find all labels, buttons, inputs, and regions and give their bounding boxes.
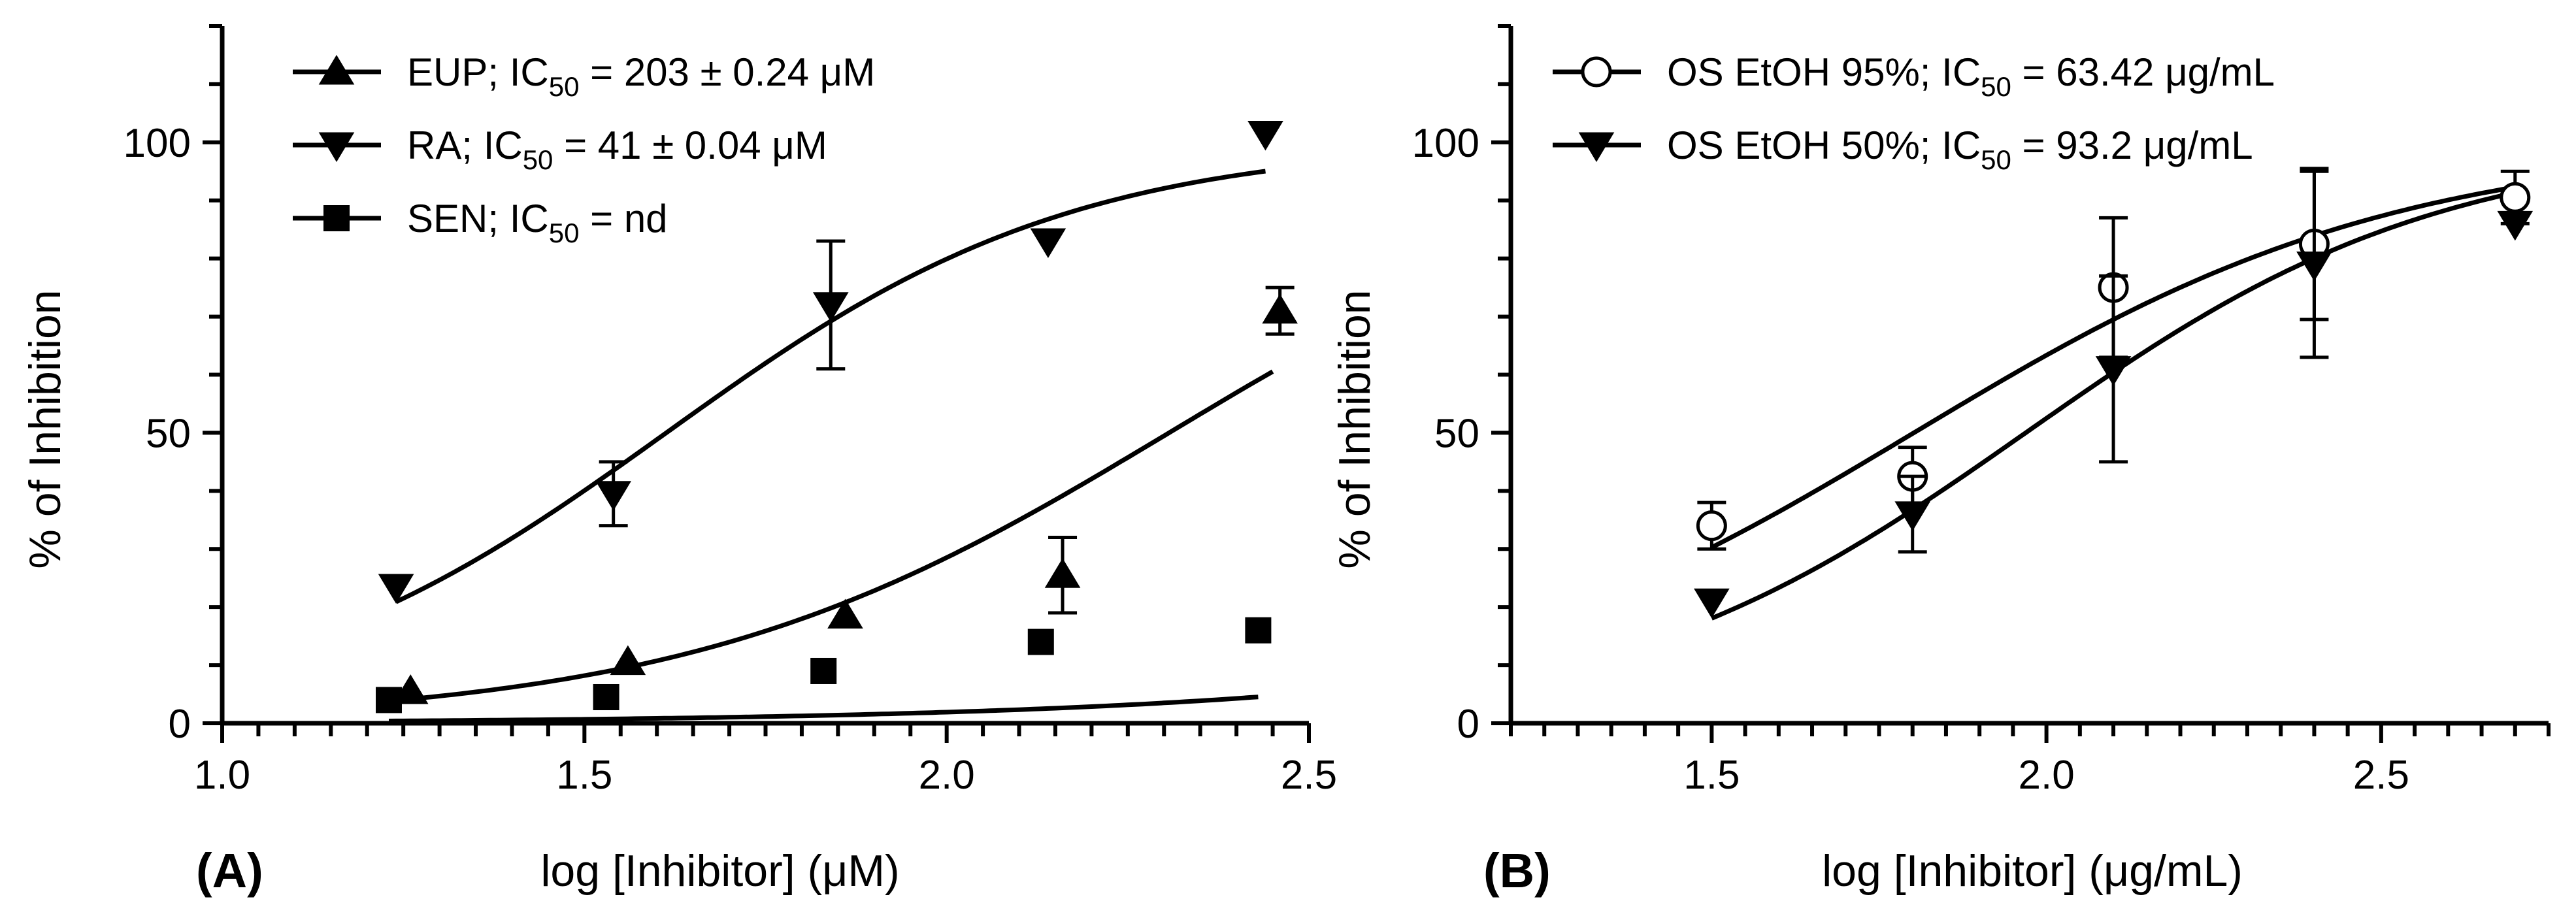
data-point-os-etoh-50- [2497, 210, 2534, 241]
panel-a-x-axis-title: log [Inhibitor] (μM) [540, 846, 899, 896]
panel-a-label: (A) [196, 843, 263, 898]
x-tick-label: 2.5 [1281, 753, 1337, 798]
x-tick-label: 2.0 [919, 753, 975, 798]
data-point-os-etoh-95- [1696, 510, 1727, 542]
panel-b-x-axis-title: log [Inhibitor] (μg/mL) [1822, 846, 2243, 896]
legend-label-value: = nd [579, 197, 667, 240]
data-point-eup [1262, 293, 1298, 324]
x-tick-label: 2.5 [2353, 753, 2409, 798]
legend-label: OS EtOH 50%; IC50 = 93.2 μg/mL [1667, 123, 2253, 175]
legend-label: SEN; IC50 = nd [407, 197, 668, 248]
fit-curve-eup [403, 369, 1274, 702]
data-point-sen [593, 683, 619, 710]
y-tick-label: 100 [1412, 121, 1479, 166]
x-tick-label: 2.0 [2019, 753, 2075, 798]
legend-label-value: = 63.42 μg/mL [2011, 50, 2275, 94]
panel-a-axes [203, 24, 1311, 743]
panel-b-y-axis-title: % of Inhibition [1330, 289, 1379, 568]
legend-label: EUP; IC50 = 203 ± 0.24 μM [407, 50, 875, 102]
panel-a-tick-labels: 1.0 1.5 2.0 2.5 0 50 100 [124, 121, 1338, 798]
legend-label-value: = 41 ± 0.04 μM [553, 123, 827, 167]
legend-label-subscript: 50 [549, 218, 580, 248]
legend-label-value: = 93.2 μg/mL [2011, 123, 2253, 167]
legend-label-text: OS EtOH 95%; IC [1667, 50, 1981, 94]
panel-b-axes [1491, 24, 2551, 743]
data-point-os-etoh-50- [1894, 501, 1931, 531]
y-tick-label: 50 [146, 411, 191, 456]
legend-label-subscript: 50 [549, 71, 580, 102]
panel-b-data-points [1694, 167, 2534, 619]
data-point-ra [812, 292, 849, 322]
data-point-ra [378, 574, 414, 604]
data-point-ra [1247, 120, 1283, 151]
legend-entry-os-etoh-50-: OS EtOH 50%; IC50 = 93.2 μg/mL [1553, 123, 2253, 175]
legend-label-value: = 203 ± 0.24 μM [579, 50, 875, 94]
legend-label-text: SEN; IC [407, 197, 549, 240]
y-tick-label: 50 [1434, 411, 1479, 456]
legend-label-text: RA; IC [407, 123, 523, 167]
x-tick-label: 1.5 [1683, 753, 1740, 798]
data-point-os-etoh-95- [2500, 182, 2531, 213]
legend-label: OS EtOH 95%; IC50 = 63.42 μg/mL [1667, 50, 2275, 102]
legend-marker [1581, 56, 1612, 88]
data-point-ra [595, 481, 631, 511]
data-point-os-etoh-50- [1694, 588, 1730, 619]
legend-entry-eup: EUP; IC50 = 203 ± 0.24 μM [293, 50, 875, 102]
legend-marker [1578, 132, 1615, 162]
data-point-sen [810, 657, 837, 684]
data-point-sen [1245, 617, 1272, 644]
data-point-os-etoh-50- [2095, 356, 2132, 386]
legend-label-text: EUP; IC [407, 50, 549, 94]
y-tick-label: 0 [169, 702, 191, 747]
legend-entry-sen: SEN; IC50 = nd [293, 197, 668, 248]
legend-marker [323, 205, 350, 231]
legend-marker [318, 132, 355, 162]
data-point-sen [375, 687, 402, 713]
legend-entry-ra: RA; IC50 = 41 ± 0.04 μM [293, 123, 827, 175]
y-tick-label: 0 [1457, 702, 1479, 747]
data-point-os-etoh-50- [2296, 252, 2332, 282]
panel-a-data-points [375, 120, 1298, 713]
data-point-eup [610, 645, 646, 676]
legend-marker [318, 55, 355, 85]
panel-a-y-axis-title: % of Inhibition [20, 289, 70, 568]
x-tick-label: 1.5 [556, 753, 612, 798]
legend-label-subscript: 50 [523, 144, 553, 175]
legend-entry-os-etoh-95-: OS EtOH 95%; IC50 = 63.42 μg/mL [1553, 50, 2275, 102]
data-point-sen [1027, 629, 1054, 655]
y-tick-label: 100 [124, 121, 191, 166]
data-point-ra [1030, 228, 1066, 258]
legend-label-subscript: 50 [1981, 71, 2011, 102]
legend-label: RA; IC50 = 41 ± 0.04 μM [407, 123, 827, 175]
legend-label-text: OS EtOH 50%; IC [1667, 123, 1981, 167]
data-point-eup [1044, 558, 1081, 588]
fit-curve-sen [388, 695, 1259, 723]
x-tick-label: 1.0 [194, 753, 250, 798]
panel-b-tick-labels: 1.5 2.0 2.5 0 50 100 [1412, 121, 2409, 798]
data-point-eup [827, 598, 863, 629]
legend-label-subscript: 50 [1981, 144, 2011, 175]
panel-b-label: (B) [1483, 843, 1551, 898]
